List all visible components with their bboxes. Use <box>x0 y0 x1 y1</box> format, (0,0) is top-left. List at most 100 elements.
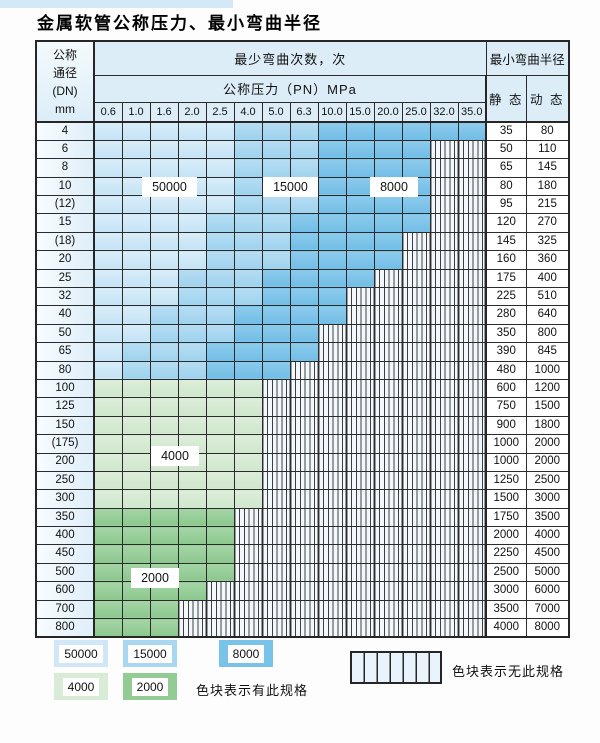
spec-cell-50000 <box>177 231 207 252</box>
table-row: 100 600 1200 <box>35 378 570 399</box>
no-spec-cell <box>261 415 291 436</box>
no-spec-cell <box>233 562 263 583</box>
no-spec-cell <box>345 342 375 362</box>
spec-cell-2000 <box>177 526 207 546</box>
spec-cell-4000 <box>93 452 123 472</box>
table-row: (175) 1000 2000 <box>35 434 570 454</box>
spec-cell-50000 <box>93 305 123 325</box>
no-spec-cell <box>429 158 459 178</box>
no-spec-cell <box>289 378 319 399</box>
spec-cell-8000 <box>261 268 291 289</box>
overlay-label-4000: 4000 <box>151 446 199 466</box>
no-spec-cell <box>345 434 375 454</box>
spec-table-body: 4 35 80 6 50 110 8 65 145 10 80 180 (12) 95 215 15 120 27… <box>35 120 570 638</box>
table-row: 400 2000 4000 <box>35 526 570 546</box>
table-row: 600 3000 6000 <box>35 581 570 601</box>
dynamic-radius-cell: 400 <box>525 268 570 289</box>
spec-cell-4000 <box>177 470 207 491</box>
spec-cell-15000 <box>149 323 179 344</box>
no-spec-cell <box>289 470 319 491</box>
spec-cell-4000 <box>149 489 179 509</box>
dynamic-radius-cell: 6000 <box>525 581 570 601</box>
spec-cell-50000 <box>177 158 207 178</box>
spec-cell-8000 <box>261 323 291 344</box>
no-spec-cell <box>457 599 487 620</box>
spec-cell-2000 <box>149 544 179 564</box>
spec-cell-50000 <box>93 323 123 344</box>
spec-cell-50000 <box>93 120 123 141</box>
static-radius-cell: 2000 <box>485 526 527 546</box>
no-spec-cell <box>429 452 459 472</box>
no-spec-cell <box>429 213 459 233</box>
dn-value-cell: 50 <box>35 323 95 344</box>
dn-value-cell: 400 <box>35 526 95 546</box>
spec-cell-50000 <box>121 195 151 215</box>
no-spec-cell <box>373 544 403 564</box>
no-spec-cell <box>233 526 263 546</box>
spec-cell-4000 <box>121 397 151 417</box>
spec-cell-50000 <box>205 139 235 160</box>
table-row: 300 1500 3000 <box>35 489 570 509</box>
dn-header-line: 公称 <box>52 47 77 62</box>
no-spec-cell <box>345 526 375 546</box>
no-spec-cell <box>261 599 291 620</box>
table-row: 700 3500 7000 <box>35 599 570 620</box>
spec-cell-2000 <box>93 544 123 564</box>
no-spec-cell <box>345 415 375 436</box>
spec-cell-15000 <box>261 231 291 252</box>
table-row: (18) 145 325 <box>35 231 570 252</box>
no-spec-cell <box>429 415 459 436</box>
no-spec-cell <box>457 250 487 270</box>
spec-cell-50000 <box>149 195 179 215</box>
no-spec-cell <box>429 342 459 362</box>
no-spec-cell <box>261 562 291 583</box>
spec-cell-2000 <box>93 562 123 583</box>
spec-cell-8000 <box>345 268 375 289</box>
spec-cell-4000 <box>93 378 123 399</box>
no-spec-cell <box>373 434 403 454</box>
dynamic-radius-cell: 1200 <box>525 378 570 399</box>
dynamic-radius-cell: 3000 <box>525 489 570 509</box>
no-spec-cell <box>289 526 319 546</box>
spec-cell-50000 <box>93 268 123 289</box>
no-spec-cell <box>317 378 347 399</box>
spec-cell-4000 <box>149 378 179 399</box>
static-radius-cell: 750 <box>485 397 527 417</box>
static-radius-cell: 600 <box>485 378 527 399</box>
dn-value-cell: (12) <box>35 195 95 215</box>
pressure-value-header: 32.0 <box>429 101 459 123</box>
spec-cell-50000 <box>149 231 179 252</box>
no-spec-cell <box>457 342 487 362</box>
spec-cell-15000 <box>177 268 207 289</box>
no-spec-cell <box>289 397 319 417</box>
no-spec-cell <box>457 268 487 289</box>
spec-cell-15000 <box>289 120 319 141</box>
no-spec-cell <box>289 489 319 509</box>
pressure-value-header: 4.0 <box>233 101 263 123</box>
dynamic-radius-cell: 215 <box>525 195 570 215</box>
no-spec-cell <box>401 231 431 252</box>
spec-cell-4000 <box>233 489 263 509</box>
no-spec-cell <box>261 470 291 491</box>
spec-cell-50000 <box>93 213 123 233</box>
spec-cell-4000 <box>93 434 123 454</box>
spec-cell-15000 <box>261 250 291 270</box>
dn-value-cell: 125 <box>35 397 95 417</box>
spec-cell-2000 <box>149 507 179 528</box>
spec-cell-8000 <box>317 213 347 233</box>
no-spec-cell <box>345 599 375 620</box>
table-row: 125 750 1500 <box>35 397 570 417</box>
overlay-label-50000: 50000 <box>142 177 197 197</box>
spec-cell-2000 <box>93 581 123 601</box>
spec-cell-15000 <box>233 268 263 289</box>
table-row: 65 390 845 <box>35 342 570 362</box>
spec-cell-50000 <box>121 158 151 178</box>
table-row: 150 900 1800 <box>35 415 570 436</box>
spec-cell-8000 <box>317 176 347 197</box>
no-spec-cell <box>401 342 431 362</box>
spec-cell-8000 <box>289 342 319 362</box>
no-spec-cell <box>457 158 487 178</box>
table-row: 40 280 640 <box>35 305 570 325</box>
no-spec-cell <box>429 489 459 509</box>
spec-cell-15000 <box>261 195 291 215</box>
